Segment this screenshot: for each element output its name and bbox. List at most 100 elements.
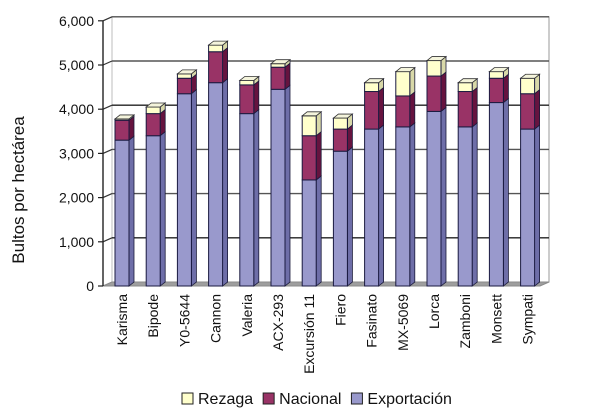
bar-segment-side [502,73,509,104]
legend-item: Rezaga [181,391,253,408]
bar-segment [145,106,161,115]
bar-stack [363,77,385,287]
bar-segment [426,60,442,77]
bar-segment-side [253,80,260,115]
x-tick-label: Cannon [208,294,224,343]
bar-segment-side [471,122,478,287]
bar-segment [301,135,317,181]
y-tick-label: 6,000 [59,13,94,29]
bar-stack [176,69,198,287]
bar-segment [488,71,504,79]
x-tick-label: ACX-293 [270,294,286,351]
bar-top [425,56,448,61]
bar-stack [145,102,167,287]
bar-segment [145,135,161,287]
bar-segment-side [534,124,540,287]
bar-segment [270,63,286,68]
x-tick-label: Fiero [332,294,348,326]
bar-stack [519,73,541,287]
bar-top [519,73,541,79]
bar-top [457,78,479,84]
x-tick-label: Karisma [114,294,130,346]
bar-top [363,78,385,84]
bar-stack [488,66,510,287]
x-tick-label: MX-5069 [395,294,411,351]
gridline-side [102,237,113,243]
bar-segment-side [190,88,197,287]
bar-stack [301,110,323,287]
gridline-side [102,193,113,199]
bar-segment-side [378,124,385,287]
bar-segment [301,179,317,287]
bar-segment [426,75,442,112]
bar-segment [270,66,286,90]
bar-stack [207,40,229,287]
y-tick-label: 5,000 [59,57,94,73]
bar-segment [176,77,192,95]
bar-segment [239,84,255,115]
bar-top [207,40,229,46]
bar-segment [270,88,286,287]
legend: Rezaga Nacional Exportación [181,391,452,408]
bar-stack [332,113,354,287]
bar-segment-side [315,175,322,287]
bar-segment [395,126,411,287]
floor [102,281,550,287]
bar-top [269,59,292,65]
bar-segment-side [159,108,166,137]
y-tick-label: 2,000 [59,190,94,206]
x-axis-labels: Karisma Bipode Y0-5644 Cannon Valeria ACX-293… [114,294,536,374]
bar-segment-side [378,86,385,130]
bar-segment [457,91,473,128]
bar-segment-side [284,62,291,91]
bar-segment-side [440,71,447,113]
bar-segment [301,115,317,137]
x-tick-label: Lorca [426,294,442,329]
x-tick-label: Bipode [145,294,161,338]
bar-segment [457,82,473,93]
bar-segment [488,77,504,104]
bar-segment [395,71,411,97]
bar-segment-side [409,122,416,287]
bar-stack [394,66,416,287]
bar-segment [520,77,536,95]
bar-segment [457,126,473,287]
bar-segment [364,128,380,287]
gridline-side [102,104,113,110]
bar-segment [114,119,130,141]
bar-segment-side [222,46,229,84]
x-tick-label: Zamboni [457,294,473,348]
legend-swatch [262,392,275,405]
bar-segment-side [284,84,291,287]
y-axis: 0 1,000 2,000 3,000 4,000 5,000 6,000 [59,13,104,294]
bar-segment-side [534,88,540,130]
bar-segment [364,82,380,93]
legend-swatch [350,392,363,405]
x-tick-label: Excursión 11 [301,294,317,374]
bar-top [488,67,510,73]
legend-item: Exportación [350,391,452,408]
bar-segment-side [159,130,166,287]
bar-stack [238,75,260,287]
bar-segment [332,128,348,152]
bar-segment-side [128,135,135,287]
bar-segment [364,91,380,130]
bar-top [332,113,354,119]
legend-label: Rezaga [198,391,253,408]
legend-label: Exportación [367,391,452,408]
bar-segment [176,73,192,79]
bar-segment [395,95,411,128]
bar-segment-side [471,86,478,128]
bar-top [394,67,416,73]
bar-segment-side [502,97,509,287]
bar-segment [488,102,504,287]
y-tick-label: 4,000 [59,101,94,117]
bar-stack [269,58,292,287]
bar-segment [426,110,442,287]
bar-segment-side [346,146,353,287]
bar-segment [239,113,255,287]
x-tick-label: Fasinato [364,294,380,348]
bar-top [113,114,136,120]
bar-segment-side [440,106,447,287]
